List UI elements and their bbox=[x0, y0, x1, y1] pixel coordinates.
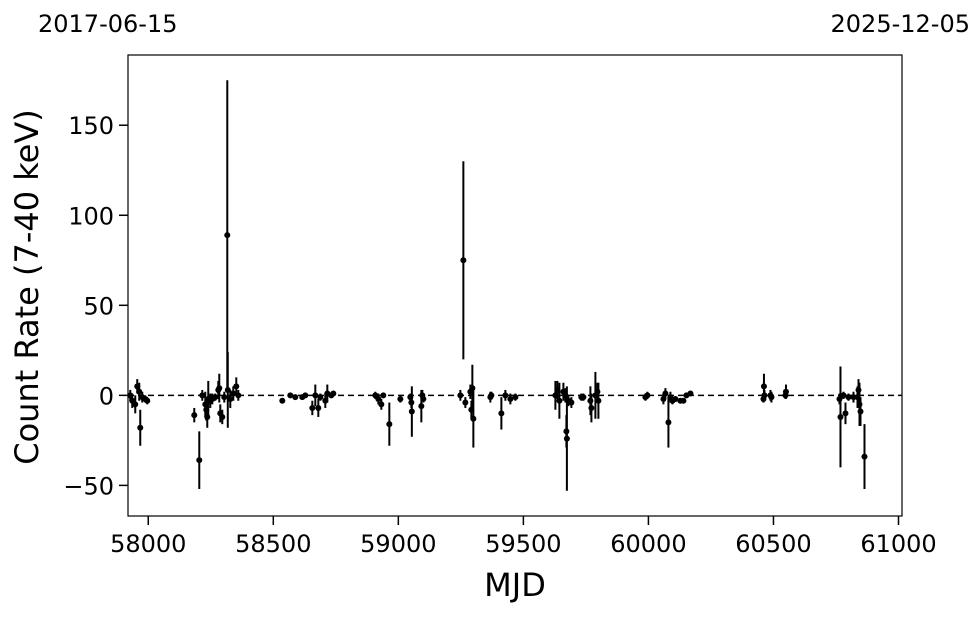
data-point bbox=[235, 392, 242, 399]
data-point bbox=[470, 415, 477, 422]
data-point bbox=[665, 419, 672, 426]
data-point bbox=[842, 410, 849, 417]
data-point bbox=[279, 397, 286, 404]
data-point bbox=[137, 424, 144, 431]
data-point bbox=[380, 392, 387, 399]
data-point bbox=[212, 394, 219, 401]
data-point bbox=[768, 394, 775, 401]
data-point bbox=[132, 401, 139, 408]
data-point bbox=[378, 401, 385, 408]
data-point bbox=[457, 392, 464, 399]
data-point bbox=[498, 410, 505, 417]
data-point bbox=[224, 232, 231, 239]
data-point bbox=[224, 386, 231, 393]
data-point bbox=[680, 397, 687, 404]
data-point bbox=[462, 399, 469, 406]
data-point bbox=[191, 412, 198, 419]
data-point bbox=[855, 386, 862, 393]
data-point bbox=[219, 413, 226, 420]
data-point bbox=[386, 421, 393, 428]
data-point bbox=[782, 388, 789, 395]
data-point bbox=[375, 395, 382, 402]
plot-frame bbox=[127, 54, 903, 517]
data-point bbox=[861, 453, 868, 460]
y-axis: −50 0 50 100 150 bbox=[63, 112, 128, 500]
data-point bbox=[488, 392, 495, 399]
data-point bbox=[845, 394, 852, 401]
top-right-date-label: 2025-12-05 bbox=[831, 10, 970, 38]
x-axis-label: MJD bbox=[484, 566, 546, 604]
data-point bbox=[233, 383, 240, 390]
y-tick-label: 100 bbox=[68, 202, 114, 230]
x-tick-label: 58000 bbox=[110, 530, 186, 558]
data-point bbox=[418, 403, 425, 410]
data-point bbox=[662, 390, 669, 397]
data-point bbox=[312, 392, 319, 399]
data-point bbox=[287, 392, 294, 399]
data-point bbox=[568, 399, 575, 406]
y-tick-label: −50 bbox=[63, 472, 114, 500]
data-point bbox=[587, 397, 594, 404]
x-tick-label: 59000 bbox=[360, 530, 436, 558]
x-tick-label: 61000 bbox=[860, 530, 936, 558]
data-point bbox=[309, 404, 316, 411]
x-tick-label: 58500 bbox=[235, 530, 311, 558]
data-point bbox=[595, 397, 602, 404]
top-left-date-label: 2017-06-15 bbox=[38, 10, 177, 38]
data-point bbox=[760, 383, 767, 390]
data-point bbox=[460, 257, 467, 264]
data-point bbox=[556, 397, 563, 404]
x-tick-label: 60500 bbox=[735, 530, 811, 558]
data-point bbox=[580, 394, 587, 401]
data-point bbox=[644, 392, 651, 399]
x-tick-label: 59500 bbox=[485, 530, 561, 558]
data-point bbox=[216, 385, 223, 392]
data-point bbox=[469, 385, 476, 392]
data-point bbox=[144, 397, 151, 404]
data-point bbox=[672, 395, 679, 402]
x-axis: 58000 58500 59000 59500 60000 60500 61000 bbox=[110, 516, 937, 558]
data-point bbox=[196, 457, 203, 464]
data-point bbox=[199, 392, 206, 399]
data-point bbox=[292, 394, 299, 401]
data-point bbox=[837, 413, 844, 420]
data-point bbox=[227, 395, 234, 402]
data-point bbox=[588, 404, 595, 411]
data-point bbox=[502, 392, 509, 399]
data-point bbox=[857, 408, 864, 415]
data-point bbox=[136, 388, 143, 395]
data-point bbox=[302, 392, 309, 399]
data-point bbox=[315, 404, 322, 411]
data-point bbox=[856, 401, 863, 408]
data-point bbox=[687, 390, 694, 397]
data-point bbox=[397, 395, 404, 402]
y-axis-label: Count Rate (7-40 keV) bbox=[8, 109, 46, 464]
data-point bbox=[204, 413, 211, 420]
data-point bbox=[761, 392, 768, 399]
data-point bbox=[317, 394, 324, 401]
data-point bbox=[594, 388, 601, 395]
data-point bbox=[840, 392, 847, 399]
data-point bbox=[507, 395, 514, 402]
data-point bbox=[330, 390, 337, 397]
data-point bbox=[420, 395, 427, 402]
data-point bbox=[512, 394, 519, 401]
y-tick-label: 150 bbox=[68, 112, 114, 140]
data-point bbox=[563, 435, 570, 442]
x-tick-label: 60000 bbox=[610, 530, 686, 558]
data-point bbox=[221, 394, 228, 401]
data-point bbox=[408, 408, 415, 415]
y-tick-label: 0 bbox=[99, 382, 114, 410]
data-marks bbox=[127, 80, 902, 491]
data-point bbox=[230, 390, 237, 397]
y-tick-label: 50 bbox=[83, 292, 114, 320]
